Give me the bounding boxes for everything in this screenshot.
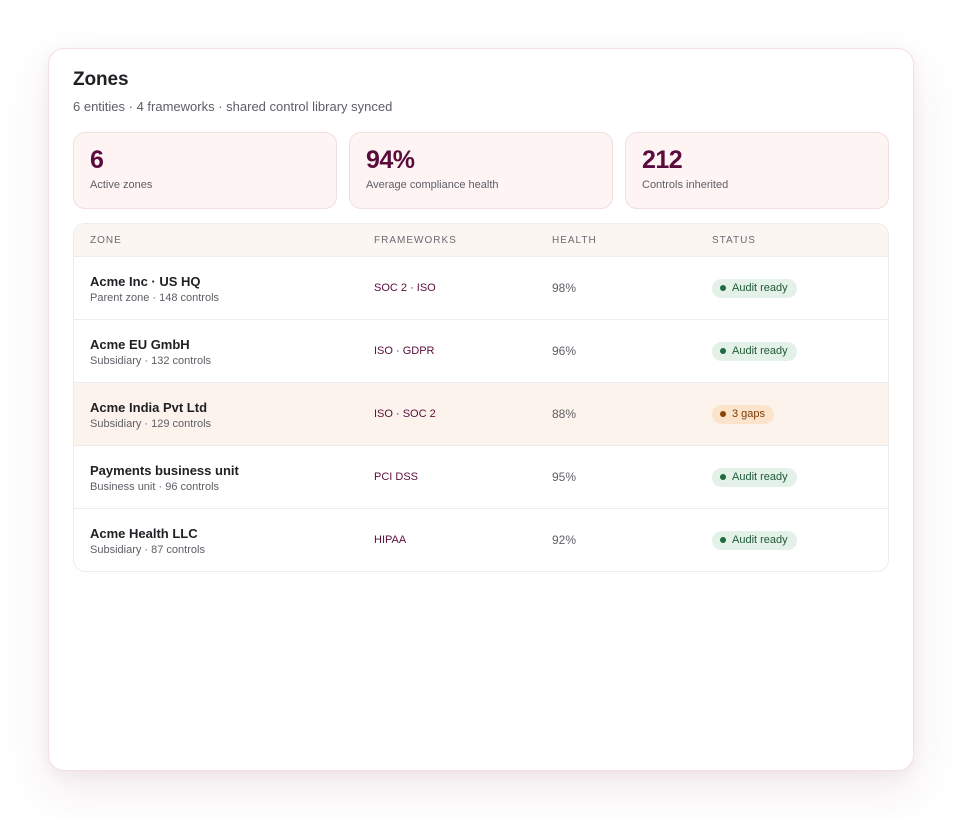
status-badge[interactable]: 3 gaps [712,404,775,424]
status-badge: Audit ready [712,467,797,487]
zone-meta: Subsidiary · 132 controls [90,354,212,367]
zone-name[interactable]: Acme EU GmbH [90,336,190,352]
table-row[interactable]: Acme Inc · US HQ Parent zone · 148 contr… [74,257,888,320]
stat-label: Controls inherited [642,179,729,191]
status-dot-icon [720,537,726,543]
status-badge: Audit ready [712,341,797,361]
frameworks-cell: HIPAA [374,534,407,546]
stat-card-controls-inherited: 212 Controls inherited [625,132,889,209]
stat-label: Active zones [90,179,153,191]
stat-label: Average compliance health [366,179,499,191]
frameworks-cell: ISO · GDPR [374,345,435,357]
zone-cell: Acme India Pvt Ltd Subsidiary · 129 cont… [90,399,211,430]
zone-cell: Payments business unit Business unit · 9… [90,462,239,493]
status-badge: Audit ready [712,530,797,550]
zone-meta: Subsidiary · 87 controls [90,543,205,556]
stat-card-compliance-health: 94% Average compliance health [349,132,613,209]
health-cell: 95% [552,470,577,484]
table-row[interactable]: Acme EU GmbH Subsidiary · 132 controls I… [74,320,888,383]
status-label: Audit ready [732,534,788,546]
zone-name[interactable]: Acme Inc · US HQ [90,273,201,289]
stat-value: 212 [642,146,683,174]
status-dot-icon [720,285,726,291]
frameworks-cell: PCI DSS [374,471,419,483]
health-cell: 88% [552,407,577,421]
zones-table: Zone Frameworks Health Status Acme Inc ·… [73,223,889,572]
stat-card-active-zones: 6 Active zones [73,132,337,209]
stat-value: 94% [366,146,415,174]
table-row[interactable]: Payments business unit Business unit · 9… [74,446,888,509]
zone-meta: Parent zone · 148 controls [90,291,220,304]
column-header-status[interactable]: Status [712,234,756,246]
status-label: Audit ready [732,345,788,357]
zone-meta: Subsidiary · 129 controls [90,417,212,430]
health-cell: 96% [552,344,577,358]
status-badge: Audit ready [712,278,797,298]
table-row[interactable]: Acme Health LLC Subsidiary · 87 controls… [74,509,888,571]
status-dot-icon [720,474,726,480]
status-label: Audit ready [732,282,788,294]
zone-cell: Acme Health LLC Subsidiary · 87 controls [90,525,205,556]
stats-row: 6 Active zones 94% Average compliance he… [73,132,889,209]
column-header-frameworks[interactable]: Frameworks [374,234,457,246]
column-header-health[interactable]: Health [552,234,597,246]
zone-name[interactable]: Acme Health LLC [90,525,198,541]
frameworks-cell: ISO · SOC 2 [374,408,436,420]
status-label: 3 gaps [732,408,766,420]
page-title: Zones [73,69,129,90]
health-cell: 92% [552,533,577,547]
zone-meta: Business unit · 96 controls [90,480,220,493]
frameworks-cell: SOC 2 · ISO [374,282,436,294]
zone-cell: Acme Inc · US HQ Parent zone · 148 contr… [90,273,219,304]
status-label: Audit ready [732,471,788,483]
zone-cell: Acme EU GmbH Subsidiary · 132 controls [90,336,211,367]
health-cell: 98% [552,281,577,295]
column-header-zone[interactable]: Zone [90,234,122,246]
zone-name[interactable]: Payments business unit [90,462,239,478]
status-dot-icon [720,348,726,354]
stat-value: 6 [90,146,104,174]
table-row[interactable]: Acme India Pvt Ltd Subsidiary · 129 cont… [74,383,888,446]
table-header: Zone Frameworks Health Status [74,224,888,257]
status-dot-icon [720,411,726,417]
page-subtitle: 6 entities · 4 frameworks · shared contr… [73,99,393,114]
zones-panel: Zones 6 entities · 4 frameworks · shared… [48,48,914,771]
zone-name[interactable]: Acme India Pvt Ltd [90,399,208,415]
